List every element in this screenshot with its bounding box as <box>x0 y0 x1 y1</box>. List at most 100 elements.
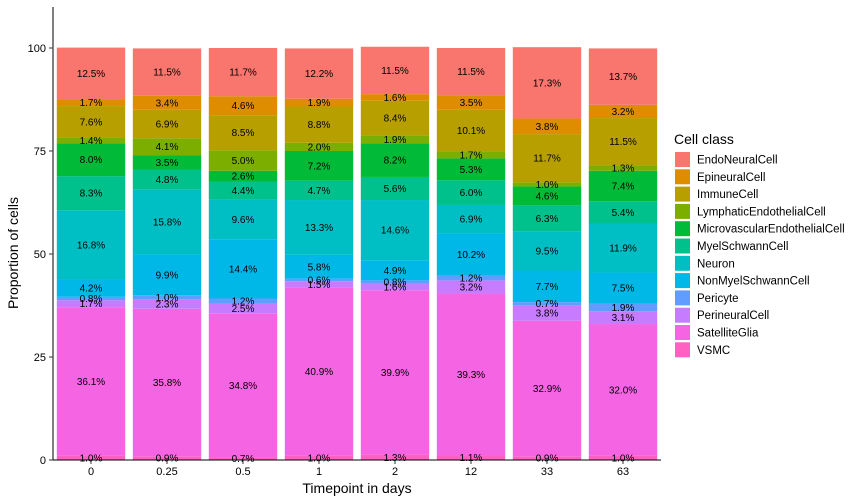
bar-segment <box>436 275 506 281</box>
bar-segment <box>132 189 202 255</box>
segment-label: 0.9% <box>156 454 179 465</box>
bar-segment <box>360 94 430 101</box>
segment-label: 1.2% <box>460 273 483 284</box>
bar-segment <box>56 137 126 144</box>
legend-entry-label: ImmuneCell <box>697 189 758 201</box>
bar-segment <box>512 205 582 232</box>
bar-segment <box>436 280 506 294</box>
segment-label: 1.6% <box>384 93 407 104</box>
bar-segment <box>588 272 658 304</box>
segment-label: 3.2% <box>612 107 635 118</box>
bar-segment <box>360 290 430 455</box>
bar-segment <box>284 106 354 143</box>
x-axis-title: Timepoint in days <box>302 480 411 496</box>
bar-segment <box>436 293 506 456</box>
bar-segment <box>588 170 658 202</box>
bar-segment <box>56 210 126 280</box>
segment-label: 1.5% <box>308 280 331 291</box>
bar-segment <box>208 48 278 97</box>
segment-label: 4.1% <box>156 142 179 153</box>
x-tick-label: 0.25 <box>156 466 177 478</box>
bar-segment <box>436 180 506 205</box>
bar-segment <box>512 270 582 303</box>
segment-label: 1.4% <box>80 136 103 147</box>
segment-label: 9.5% <box>536 246 559 257</box>
x-tick-label: 12 <box>465 466 477 478</box>
bar-segment <box>436 204 506 234</box>
legend-entry-label: LymphaticEndothelialCell <box>697 206 826 218</box>
segment-label: 11.9% <box>609 244 637 255</box>
segment-label: 1.0% <box>156 293 179 304</box>
legend-swatch <box>675 255 690 271</box>
segment-label: 4.9% <box>384 266 407 277</box>
segment-label: 6.0% <box>460 188 483 199</box>
segment-label: 7.2% <box>308 161 331 172</box>
bar-segment <box>56 143 126 177</box>
bar-segment <box>588 311 658 325</box>
segment-label: 1.7% <box>80 98 103 109</box>
bar-segment <box>588 455 658 460</box>
bars-layer <box>56 46 658 460</box>
bar-segment <box>284 180 354 201</box>
segment-label: 7.5% <box>612 283 635 294</box>
bar-segment <box>132 299 202 309</box>
bar-segment <box>208 298 278 304</box>
segment-label: 14.6% <box>381 226 409 237</box>
bar-segment <box>360 260 430 281</box>
bar-segment <box>132 308 202 457</box>
segment-label: 1.9% <box>612 303 635 314</box>
segment-label: 4.6% <box>232 101 255 112</box>
segment-label: 7.6% <box>80 117 103 128</box>
segment-label: 1.2% <box>232 296 255 307</box>
segment-label: 15.8% <box>153 217 181 228</box>
segment-label: 11.5% <box>153 68 181 79</box>
bar-segment <box>512 182 582 187</box>
y-axis-title: Proportion of cells <box>5 197 21 309</box>
bar-segment <box>284 142 354 151</box>
bar-segment <box>588 48 658 105</box>
segment-label: 3.5% <box>460 98 483 109</box>
bar-segment <box>56 307 126 456</box>
bar-segment <box>56 455 126 460</box>
bar-segment <box>284 254 354 279</box>
bar-segment <box>512 305 582 321</box>
segment-label: 32.9% <box>533 384 561 395</box>
segment-label: 6.9% <box>460 215 483 226</box>
bar-segment <box>132 48 202 96</box>
segment-label: 1.3% <box>384 453 407 464</box>
bar-segment <box>208 199 278 240</box>
y-tick-label: 50 <box>34 249 46 261</box>
segment-label: 1.0% <box>612 453 635 464</box>
bar-segment <box>284 278 354 282</box>
segment-label: 11.5% <box>609 137 637 148</box>
legend-swatch <box>675 342 690 358</box>
legend-swatch <box>675 186 690 202</box>
segment-label: 36.1% <box>77 377 105 388</box>
segment-label: 3.8% <box>536 122 559 133</box>
bar-segment <box>512 456 582 460</box>
segment-labels-layer: 1.0%36.1%1.7%0.8%4.2%16.8%8.3%8.0%1.4%7.… <box>77 66 637 465</box>
segment-label: 1.1% <box>460 453 483 464</box>
segment-label: 11.5% <box>381 66 409 77</box>
bar-segment <box>132 109 202 139</box>
legend-entry-label: MyelSchwannCell <box>697 241 788 253</box>
bar-segment <box>284 151 354 181</box>
segment-label: 3.5% <box>156 158 179 169</box>
bar-segment <box>284 48 354 99</box>
bar-segment <box>56 300 126 308</box>
segment-label: 11.7% <box>533 154 561 165</box>
segment-label: 0.8% <box>80 294 103 305</box>
segment-label: 10.1% <box>457 126 485 137</box>
segment-label: 11.5% <box>457 67 485 78</box>
segment-label: 3.8% <box>536 308 559 319</box>
x-tick-label: 2 <box>392 466 398 478</box>
bar-segment <box>436 95 506 110</box>
segment-label: 4.2% <box>80 284 103 295</box>
bar-segment <box>56 296 126 301</box>
segment-label: 4.6% <box>536 191 559 202</box>
y-tick-label: 0 <box>40 455 46 467</box>
bar-segment <box>360 280 430 284</box>
legend-entry-label: EndoNeuralCell <box>697 155 778 167</box>
bar-segment <box>588 324 658 456</box>
bar-segment <box>512 47 582 119</box>
